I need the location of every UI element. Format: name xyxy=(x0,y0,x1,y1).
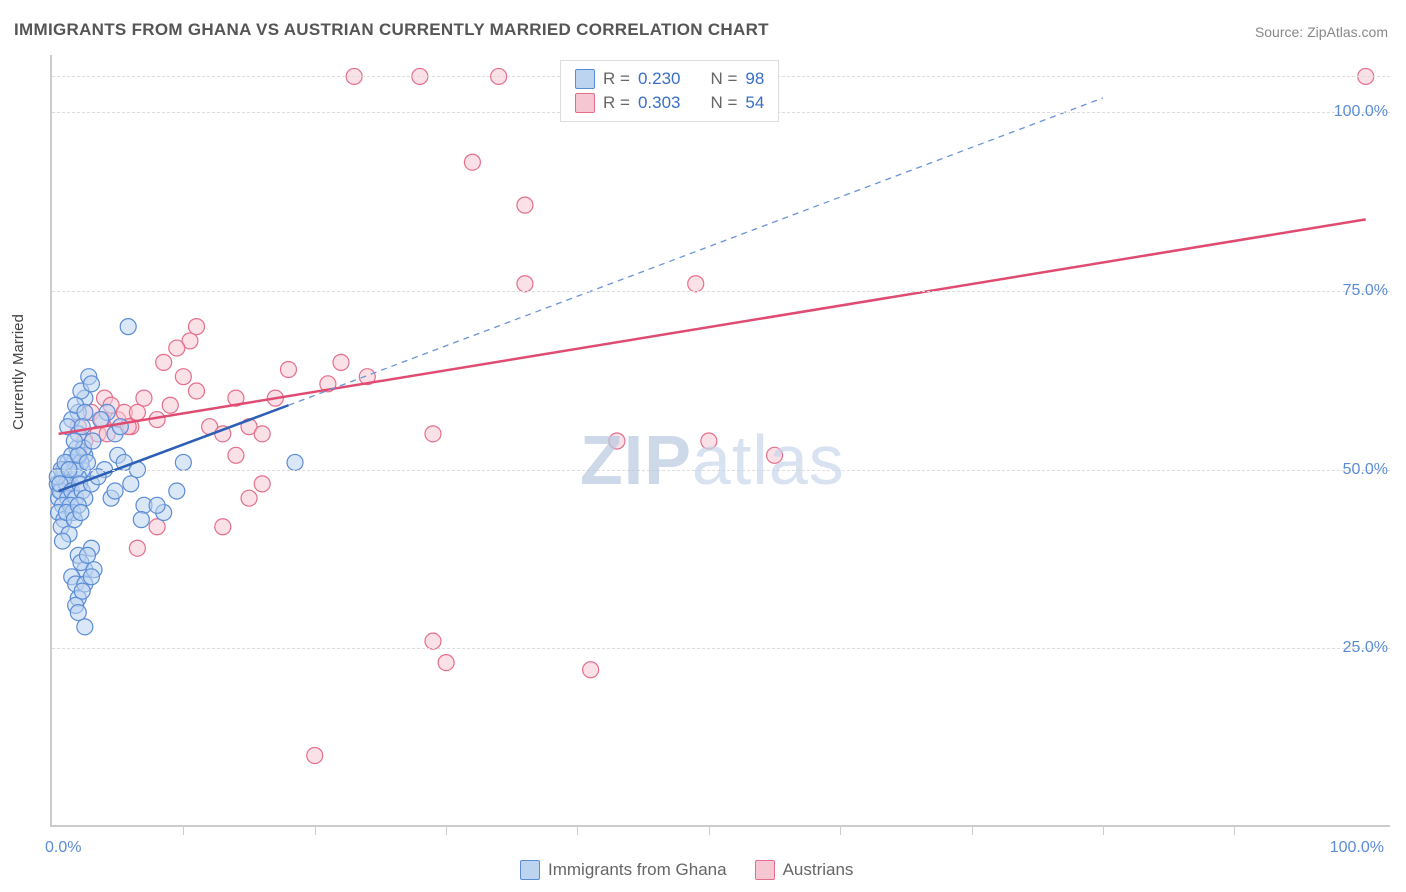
scatter-point-ghana xyxy=(149,497,165,513)
legend-series-item: Austrians xyxy=(755,860,854,880)
legend-swatch xyxy=(520,860,540,880)
legend-swatch xyxy=(755,860,775,880)
x-tick xyxy=(840,825,841,835)
source-label: Source: ZipAtlas.com xyxy=(1255,24,1388,40)
x-tick xyxy=(315,825,316,835)
scatter-point-ghana xyxy=(83,569,99,585)
legend-series-label: Immigrants from Ghana xyxy=(548,860,727,880)
legend-correlation-row: R = 0.230 N = 98 xyxy=(575,67,764,91)
scatter-point-austria xyxy=(241,490,257,506)
legend-n-value: 54 xyxy=(745,93,764,113)
scatter-point-austria xyxy=(609,433,625,449)
scatter-point-austria xyxy=(156,354,172,370)
scatter-point-austria xyxy=(175,369,191,385)
scatter-point-ghana xyxy=(73,504,89,520)
scatter-point-ghana xyxy=(133,512,149,528)
y-tick-label: 75.0% xyxy=(1343,282,1388,300)
chart-title: IMMIGRANTS FROM GHANA VS AUSTRIAN CURREN… xyxy=(14,20,769,40)
legend-swatch xyxy=(575,69,595,89)
x-tick-label: 0.0% xyxy=(45,839,81,857)
scatter-point-ghana xyxy=(77,619,93,635)
scatter-point-austria xyxy=(169,340,185,356)
legend-n-label: N = xyxy=(710,69,737,89)
scatter-point-ghana xyxy=(79,454,95,470)
scatter-point-ghana xyxy=(112,419,128,435)
legend-r-value: 0.303 xyxy=(638,93,681,113)
x-tick xyxy=(1234,825,1235,835)
scatter-point-austria xyxy=(136,390,152,406)
scatter-point-ghana xyxy=(123,476,139,492)
scatter-point-austria xyxy=(254,426,270,442)
chart-svg xyxy=(52,55,1390,825)
scatter-point-austria xyxy=(129,540,145,556)
scatter-point-ghana xyxy=(287,454,303,470)
trend-line xyxy=(288,98,1103,405)
scatter-point-austria xyxy=(280,362,296,378)
scatter-point-austria xyxy=(438,655,454,671)
scatter-point-austria xyxy=(215,519,231,535)
trend-line xyxy=(59,219,1366,433)
legend-series: Immigrants from Ghana Austrians xyxy=(520,860,853,880)
gridline xyxy=(52,291,1390,292)
scatter-point-austria xyxy=(129,404,145,420)
legend-r-label: R = xyxy=(603,69,630,89)
scatter-point-austria xyxy=(464,154,480,170)
y-axis-label: Currently Married xyxy=(10,314,27,430)
plot-area xyxy=(50,55,1390,827)
scatter-point-ghana xyxy=(169,483,185,499)
scatter-point-ghana xyxy=(66,433,82,449)
x-tick xyxy=(577,825,578,835)
scatter-point-austria xyxy=(688,276,704,292)
scatter-point-austria xyxy=(701,433,717,449)
scatter-point-austria xyxy=(189,383,205,399)
scatter-point-austria xyxy=(517,276,533,292)
scatter-point-austria xyxy=(162,397,178,413)
scatter-point-ghana xyxy=(175,454,191,470)
scatter-point-austria xyxy=(189,319,205,335)
scatter-point-austria xyxy=(149,519,165,535)
legend-series-item: Immigrants from Ghana xyxy=(520,860,727,880)
x-tick-label: 100.0% xyxy=(1330,839,1384,857)
legend-series-label: Austrians xyxy=(783,860,854,880)
scatter-point-austria xyxy=(228,447,244,463)
scatter-point-ghana xyxy=(74,419,90,435)
y-tick-label: 50.0% xyxy=(1343,461,1388,479)
scatter-point-austria xyxy=(254,476,270,492)
legend-n-label: N = xyxy=(710,93,737,113)
x-tick xyxy=(709,825,710,835)
scatter-point-ghana xyxy=(77,404,93,420)
scatter-point-ghana xyxy=(85,433,101,449)
y-tick-label: 100.0% xyxy=(1334,103,1388,121)
scatter-point-austria xyxy=(425,633,441,649)
scatter-point-ghana xyxy=(107,483,123,499)
x-tick xyxy=(1103,825,1104,835)
scatter-point-ghana xyxy=(70,605,86,621)
scatter-point-austria xyxy=(425,426,441,442)
x-tick xyxy=(446,825,447,835)
legend-correlation-row: R = 0.303 N = 54 xyxy=(575,91,764,115)
legend-r-value: 0.230 xyxy=(638,69,681,89)
legend-swatch xyxy=(575,93,595,113)
x-tick xyxy=(183,825,184,835)
scatter-point-ghana xyxy=(83,376,99,392)
scatter-point-austria xyxy=(307,748,323,764)
scatter-point-austria xyxy=(517,197,533,213)
gridline xyxy=(52,470,1390,471)
legend-correlation-box: R = 0.230 N = 98 R = 0.303 N = 54 xyxy=(560,60,779,122)
x-tick xyxy=(972,825,973,835)
legend-r-label: R = xyxy=(603,93,630,113)
scatter-point-austria xyxy=(583,662,599,678)
y-tick-label: 25.0% xyxy=(1343,639,1388,657)
scatter-point-ghana xyxy=(79,547,95,563)
scatter-point-ghana xyxy=(120,319,136,335)
scatter-point-austria xyxy=(333,354,349,370)
scatter-point-austria xyxy=(767,447,783,463)
scatter-point-ghana xyxy=(55,533,71,549)
legend-n-value: 98 xyxy=(745,69,764,89)
scatter-point-ghana xyxy=(74,583,90,599)
gridline xyxy=(52,648,1390,649)
